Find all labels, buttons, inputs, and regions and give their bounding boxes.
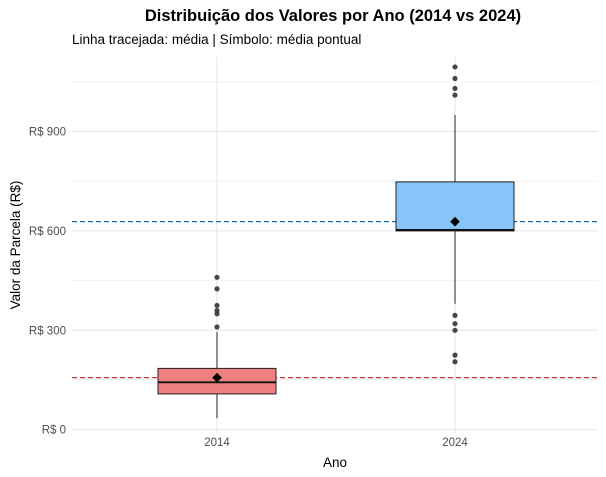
outlier-point [452, 321, 458, 327]
outlier-point [452, 352, 458, 358]
y-tick-label: R$ 900 [29, 127, 66, 139]
outlier-point [214, 286, 220, 292]
y-tick-labels: R$ 0 R$ 300 R$ 600 R$ 900 [29, 127, 66, 437]
x-tick-label: 2014 [204, 437, 230, 449]
outlier-point [452, 359, 458, 365]
x-tick-label: 2024 [442, 437, 468, 449]
y-tick-label: R$ 300 [29, 325, 66, 337]
outlier-point [452, 92, 458, 98]
outlier-point [452, 75, 458, 82]
mean-marker [212, 372, 222, 383]
chart-subtitle: Linha tracejada: média | Símbolo: média … [72, 32, 362, 47]
x-axis-title: Ano [323, 455, 347, 470]
outlier-point [452, 312, 458, 318]
outlier-point [452, 327, 458, 333]
chart-title: Distribuição dos Valores por Ano (2014 v… [144, 7, 522, 25]
outlier-point [214, 302, 220, 309]
boxes [157, 64, 515, 419]
y-tick-label: R$ 600 [29, 226, 66, 238]
grid [72, 57, 598, 433]
outlier-point [452, 85, 458, 92]
outlier-point [452, 64, 458, 70]
box-2024 [395, 64, 515, 365]
outlier-point [214, 307, 220, 314]
mean-lines [72, 221, 598, 379]
mean-marker [450, 216, 460, 227]
outlier-point [214, 324, 220, 330]
y-tick-label: R$ 0 [42, 425, 66, 437]
x-tick-labels: 2014 2024 [204, 437, 468, 449]
outlier-point [214, 274, 220, 280]
y-axis-title: Valor da Parcela (R$) [8, 181, 23, 310]
box-2014 [157, 274, 277, 419]
